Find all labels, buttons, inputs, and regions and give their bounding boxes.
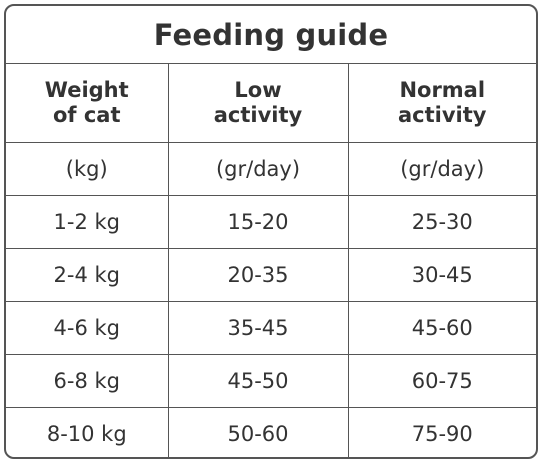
table-row: 1-2 kg 15-20 25-30 <box>6 195 536 249</box>
feeding-table: Weight of cat Low activity Normal activi… <box>6 64 536 457</box>
cell-weight: 2-4 kg <box>6 248 169 302</box>
cell-low-activity: 45-50 <box>168 354 349 408</box>
cell-low-activity: 20-35 <box>168 248 349 302</box>
header-row: Weight of cat Low activity Normal activi… <box>6 64 536 143</box>
title-bar: Feeding guide <box>6 6 536 64</box>
header-weight-line-2: of cat <box>52 103 121 127</box>
table-row: 6-8 kg 45-50 60-75 <box>6 354 536 408</box>
header-weight: Weight of cat <box>6 64 169 143</box>
units-row: (kg) (gr/day) (gr/day) <box>6 142 536 196</box>
feeding-guide-table: Feeding guide Weight of cat Low activity… <box>4 4 538 459</box>
header-low-line-1: Low <box>234 78 282 102</box>
header-low-activity: Low activity <box>168 64 349 143</box>
cell-weight: 6-8 kg <box>6 354 169 408</box>
header-weight-line-1: Weight <box>44 78 129 102</box>
unit-low-activity: (gr/day) <box>168 142 349 196</box>
cell-low-activity: 15-20 <box>168 195 349 249</box>
unit-weight: (kg) <box>6 142 169 196</box>
header-normal-line-1: Normal <box>399 78 486 102</box>
table-title: Feeding guide <box>153 17 389 52</box>
unit-normal-activity: (gr/day) <box>348 142 536 196</box>
cell-weight: 1-2 kg <box>6 195 169 249</box>
cell-weight: 8-10 kg <box>6 407 169 457</box>
cell-low-activity: 35-45 <box>168 301 349 355</box>
cell-low-activity: 50-60 <box>168 407 349 457</box>
cell-normal-activity: 45-60 <box>348 301 536 355</box>
table-row: 2-4 kg 20-35 30-45 <box>6 248 536 302</box>
cell-normal-activity: 30-45 <box>348 248 536 302</box>
header-normal-line-2: activity <box>398 103 487 127</box>
table-row: 4-6 kg 35-45 45-60 <box>6 301 536 355</box>
cell-normal-activity: 75-90 <box>411 422 473 446</box>
header-normal-activity: Normal activity <box>348 64 536 143</box>
cell-weight: 4-6 kg <box>6 301 169 355</box>
table-row: 8-10 kg 50-60 75-90 <box>6 407 536 457</box>
cell-normal-activity: 60-75 <box>348 354 536 408</box>
cell-normal-activity: 25-30 <box>348 195 536 249</box>
header-low-line-2: activity <box>213 103 303 127</box>
